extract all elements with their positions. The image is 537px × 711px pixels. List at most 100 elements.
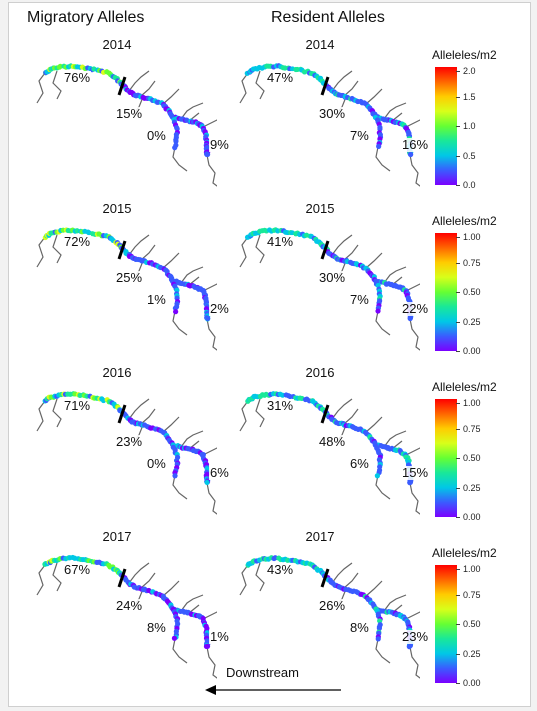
colorbar bbox=[435, 67, 457, 185]
pct-lower: 2% bbox=[209, 301, 230, 316]
tributary-line bbox=[409, 154, 420, 187]
tributary-line bbox=[162, 416, 180, 433]
panel-2015-resident: 2015 41% 30% 7% 22% bbox=[220, 201, 430, 366]
colorbar bbox=[435, 565, 457, 683]
tributary-line bbox=[255, 70, 265, 100]
tributary-line bbox=[409, 318, 420, 351]
year-label: 2014 bbox=[305, 37, 335, 52]
downstream-label: Downstream bbox=[226, 665, 299, 680]
sample-site-point bbox=[375, 308, 381, 314]
colorbar-tick bbox=[456, 262, 460, 264]
pct-lower: 22% bbox=[401, 301, 430, 316]
colorbar-tick-label: 1.00 bbox=[463, 398, 481, 408]
colorbar-tick bbox=[456, 351, 460, 352]
tributary-line bbox=[343, 80, 359, 97]
colorbar-gradient bbox=[435, 67, 457, 185]
tributary-line bbox=[202, 611, 217, 620]
tributary-line bbox=[343, 572, 359, 589]
tributary-line bbox=[383, 102, 407, 120]
sample-site-point bbox=[375, 636, 381, 642]
tributary-line bbox=[128, 562, 150, 584]
panel-2014-resident: 2014 47% 30% 7% 16% bbox=[220, 37, 430, 202]
sample-site-point bbox=[173, 309, 179, 315]
barrier-mark bbox=[320, 404, 330, 424]
tributary-line bbox=[383, 266, 407, 284]
colorbar-tick bbox=[456, 683, 460, 684]
tributary-line bbox=[206, 318, 217, 351]
tributary-line bbox=[405, 283, 420, 292]
tributary-line bbox=[255, 562, 265, 592]
colorbar-gradient bbox=[435, 399, 457, 517]
colorbar-tick-label: 0.00 bbox=[463, 346, 481, 356]
resident-header: Resident Alleles bbox=[271, 9, 385, 26]
colorbar-tick-label: 0.50 bbox=[463, 453, 481, 463]
tributary-line bbox=[239, 72, 249, 104]
colorbar-tick bbox=[456, 237, 460, 238]
legend-2014: Alleleles/m2 0.0 0.5 1.0 1.5 2.0 bbox=[432, 48, 522, 213]
tributary-line bbox=[128, 234, 150, 256]
tributary-line bbox=[331, 234, 353, 256]
downstream-indicator: Downstream bbox=[205, 665, 345, 697]
pct-branch: 8% bbox=[146, 620, 167, 635]
colorbar-tick bbox=[456, 126, 460, 127]
year-label: 2017 bbox=[305, 529, 335, 544]
sample-site-point bbox=[407, 480, 413, 486]
colorbar-tick-label: 0.5 bbox=[463, 150, 476, 161]
tributary-line bbox=[409, 646, 420, 679]
tributary-line bbox=[365, 252, 383, 269]
year-label: 2016 bbox=[102, 365, 132, 380]
tributary-line bbox=[140, 408, 156, 425]
pct-upper: 43% bbox=[266, 562, 295, 577]
pct-branch: 7% bbox=[349, 292, 370, 307]
tributary-line bbox=[202, 283, 217, 292]
tributary-line bbox=[375, 638, 391, 664]
pct-lower: 6% bbox=[209, 465, 230, 480]
sample-site-point bbox=[376, 143, 382, 149]
pct-middle: 25% bbox=[115, 270, 144, 285]
colorbar-tick bbox=[456, 594, 460, 596]
barrier-mark bbox=[320, 568, 330, 588]
panel-2016-migratory: 2016 71% 23% 0% 6% bbox=[17, 365, 230, 530]
tributary-line bbox=[180, 266, 204, 284]
tributary-line bbox=[140, 572, 156, 589]
colorbar-tick-label: 0.25 bbox=[463, 482, 481, 493]
panel-2015-migratory: 2015 72% 25% 1% 2% bbox=[17, 201, 230, 366]
pct-middle: 15% bbox=[115, 106, 144, 121]
legend-2016: Alleleles/m2 0.00 0.25 0.50 0.75 1.00 bbox=[432, 380, 522, 545]
colorbar-tick bbox=[456, 155, 460, 157]
river-map bbox=[239, 227, 420, 351]
tributary-line bbox=[180, 430, 204, 448]
colorbar bbox=[435, 233, 457, 351]
tributary-line bbox=[331, 398, 353, 420]
colorbar-tick-label: 1.0 bbox=[463, 121, 476, 131]
tributary-line bbox=[405, 447, 420, 456]
pct-branch: 8% bbox=[349, 620, 370, 635]
tributary-line bbox=[206, 482, 217, 515]
river-map bbox=[36, 63, 217, 187]
pct-middle: 30% bbox=[318, 270, 347, 285]
downstream-arrow-icon bbox=[205, 685, 341, 695]
tributary-line bbox=[375, 310, 391, 336]
tributary-line bbox=[331, 562, 353, 584]
tributary-line bbox=[202, 119, 217, 128]
legend-title: Alleleles/m2 bbox=[432, 214, 497, 228]
colorbar-tick-label: 0.00 bbox=[463, 512, 481, 522]
tributary-line bbox=[365, 88, 383, 105]
year-label: 2015 bbox=[305, 201, 335, 216]
legend-title: Alleleles/m2 bbox=[432, 380, 497, 394]
tributary-line bbox=[140, 244, 156, 261]
sample-site-point bbox=[204, 479, 210, 486]
colorbar-gradient bbox=[435, 233, 457, 351]
river-map bbox=[36, 227, 217, 351]
colorbar-tick-label: 1.5 bbox=[463, 91, 476, 102]
tributary-line bbox=[162, 580, 180, 597]
colorbar-tick bbox=[456, 403, 460, 404]
tributary-line bbox=[162, 252, 180, 269]
sample-site-point bbox=[173, 138, 179, 144]
sample-site-point bbox=[203, 643, 210, 650]
tributary-line bbox=[405, 611, 420, 620]
colorbar-tick-label: 1.00 bbox=[463, 232, 481, 242]
colorbar-tick bbox=[456, 517, 460, 518]
tributary-line bbox=[36, 236, 46, 268]
river-map bbox=[239, 63, 420, 187]
